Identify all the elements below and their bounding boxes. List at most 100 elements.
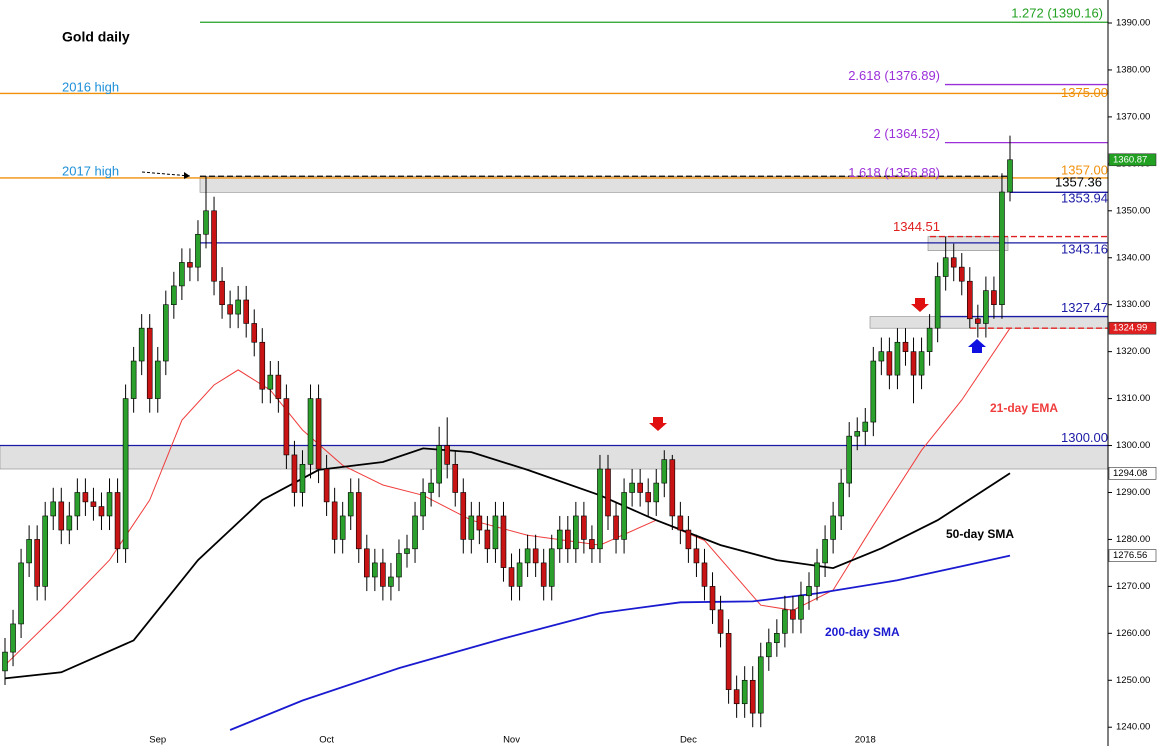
candle-body [98,506,105,517]
candle-body [436,445,442,484]
candle-body [733,689,740,705]
x-tick-label: Dec [680,735,697,746]
candle-body [637,482,643,493]
zone [0,445,1109,470]
candle-body [90,501,97,507]
candle-body [291,454,298,493]
candle-body [179,262,185,287]
level-label: 1353.94 [1061,191,1108,206]
x-tick-label: Sep [149,735,166,746]
x-tick-label: Oct [319,735,334,746]
moving-average [229,554,1011,731]
candle-body [396,553,402,578]
candle-body [846,435,853,484]
candle-body [589,539,595,550]
y-tick-label: 1270.00 [1116,581,1150,592]
candle-body [235,299,241,315]
candle-body [677,515,684,531]
candle-body [283,398,290,456]
level-label: 1327.47 [1061,300,1108,315]
moving-average [4,447,1011,680]
candle-body [82,492,89,503]
candle-body [50,501,57,517]
candle-body [983,290,989,324]
candle-body [363,548,370,578]
candle-body [195,233,201,268]
candle-body [412,515,418,550]
candle-body [243,299,249,324]
level-label: 1357.00 [1061,162,1108,177]
candle-body [307,398,314,465]
candle-body [130,360,137,399]
candle-body [870,360,877,423]
candle-body [428,482,434,493]
y-tick-label: 1350.00 [1116,205,1150,216]
candle-body [1007,159,1013,193]
candle-body [653,482,660,503]
candle-body [774,633,780,644]
ma-label: 200-day SMA [825,625,900,639]
price-tag-label: 1324.99 [1113,323,1147,334]
candle-body [259,341,266,390]
ma-label: 50-day SMA [946,527,1014,541]
candle-body [757,656,764,714]
candle-body [404,548,410,554]
candle-body [661,459,668,484]
level-label: 1375.00 [1061,85,1108,100]
price-tag-label: 1276.56 [1113,550,1147,561]
candle-body [886,351,893,376]
candle-body [267,374,274,390]
level-label: 1344.51 [893,219,940,234]
candle-body [331,501,338,540]
y-tick-label: 1290.00 [1116,487,1150,498]
price-tag-label: 1294.08 [1113,468,1147,479]
candle-body [540,562,547,587]
level-label: 1.272 (1390.16) [1011,6,1103,21]
y-tick-label: 1320.00 [1116,346,1150,357]
y-tick-label: 1340.00 [1116,252,1150,263]
price-tag [1108,549,1157,562]
candle-body [950,257,957,268]
candle-body [741,679,748,705]
candle-body [380,562,386,587]
candle-body [854,431,861,437]
candle-body [524,548,531,564]
level-label: 1300.00 [1061,430,1108,445]
candle-body [830,515,836,540]
candle-body [701,562,708,587]
candle-body [476,515,483,531]
candle-body [934,276,941,329]
candle-body [838,482,844,517]
up-arrow [968,339,986,353]
candle-body [564,529,571,550]
candle-body [926,327,933,352]
candle-body [605,468,611,517]
x-tick-label: Nov [503,735,520,746]
candle-body [138,327,145,362]
arrow-head [184,172,190,179]
candle-body [958,266,965,282]
level-label: 2.618 (1376.89) [848,68,940,83]
chart-title: Gold daily [62,29,130,45]
candle-body [66,515,73,531]
candle-body [388,576,394,587]
candle-body [975,318,981,324]
candle-body [18,562,24,625]
candle-body [420,492,426,517]
candle-body [372,562,378,578]
candle-body [500,515,507,568]
y-tick-label: 1260.00 [1116,628,1150,639]
candle-body [822,539,828,564]
candle-body [573,515,579,550]
candle-body [26,539,32,564]
price-tag [1108,467,1157,480]
candle-body [34,539,40,587]
candle-body [918,351,925,376]
candle-body [782,609,788,634]
candle-body [548,548,555,587]
level-label: 1.618 (1356.88) [848,165,940,180]
candle-body [725,633,732,690]
candle-body [942,257,949,277]
y-tick-label: 1390.00 [1116,18,1150,29]
